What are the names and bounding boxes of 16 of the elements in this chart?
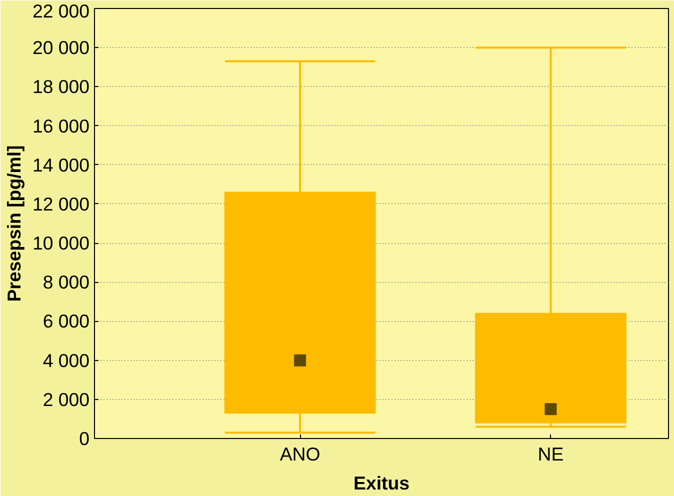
y-tick-label: 14 000 bbox=[32, 154, 90, 176]
y-tick-label: 10 000 bbox=[32, 232, 90, 254]
y-tick-label: 16 000 bbox=[32, 115, 90, 136]
x-tick-label: ANO bbox=[280, 444, 320, 464]
y-axis-title: Presepsin [pg/ml] bbox=[3, 145, 24, 302]
y-tick-label: 22 000 bbox=[32, 0, 90, 22]
y-tick-label: 2 000 bbox=[42, 388, 90, 410]
x-axis-title: Exitus bbox=[354, 472, 410, 494]
y-tick-label: 4 000 bbox=[42, 350, 90, 371]
y-tick-label: 18 000 bbox=[32, 76, 90, 98]
y-tick-label: 6 000 bbox=[42, 310, 90, 332]
y-tick-label: 20 000 bbox=[32, 37, 90, 58]
y-tick-label: 8 000 bbox=[42, 272, 90, 293]
y-tick-label: 0 bbox=[79, 428, 90, 449]
x-tick-label: NE bbox=[538, 444, 564, 464]
y-tick-label: 12 000 bbox=[32, 193, 90, 214]
